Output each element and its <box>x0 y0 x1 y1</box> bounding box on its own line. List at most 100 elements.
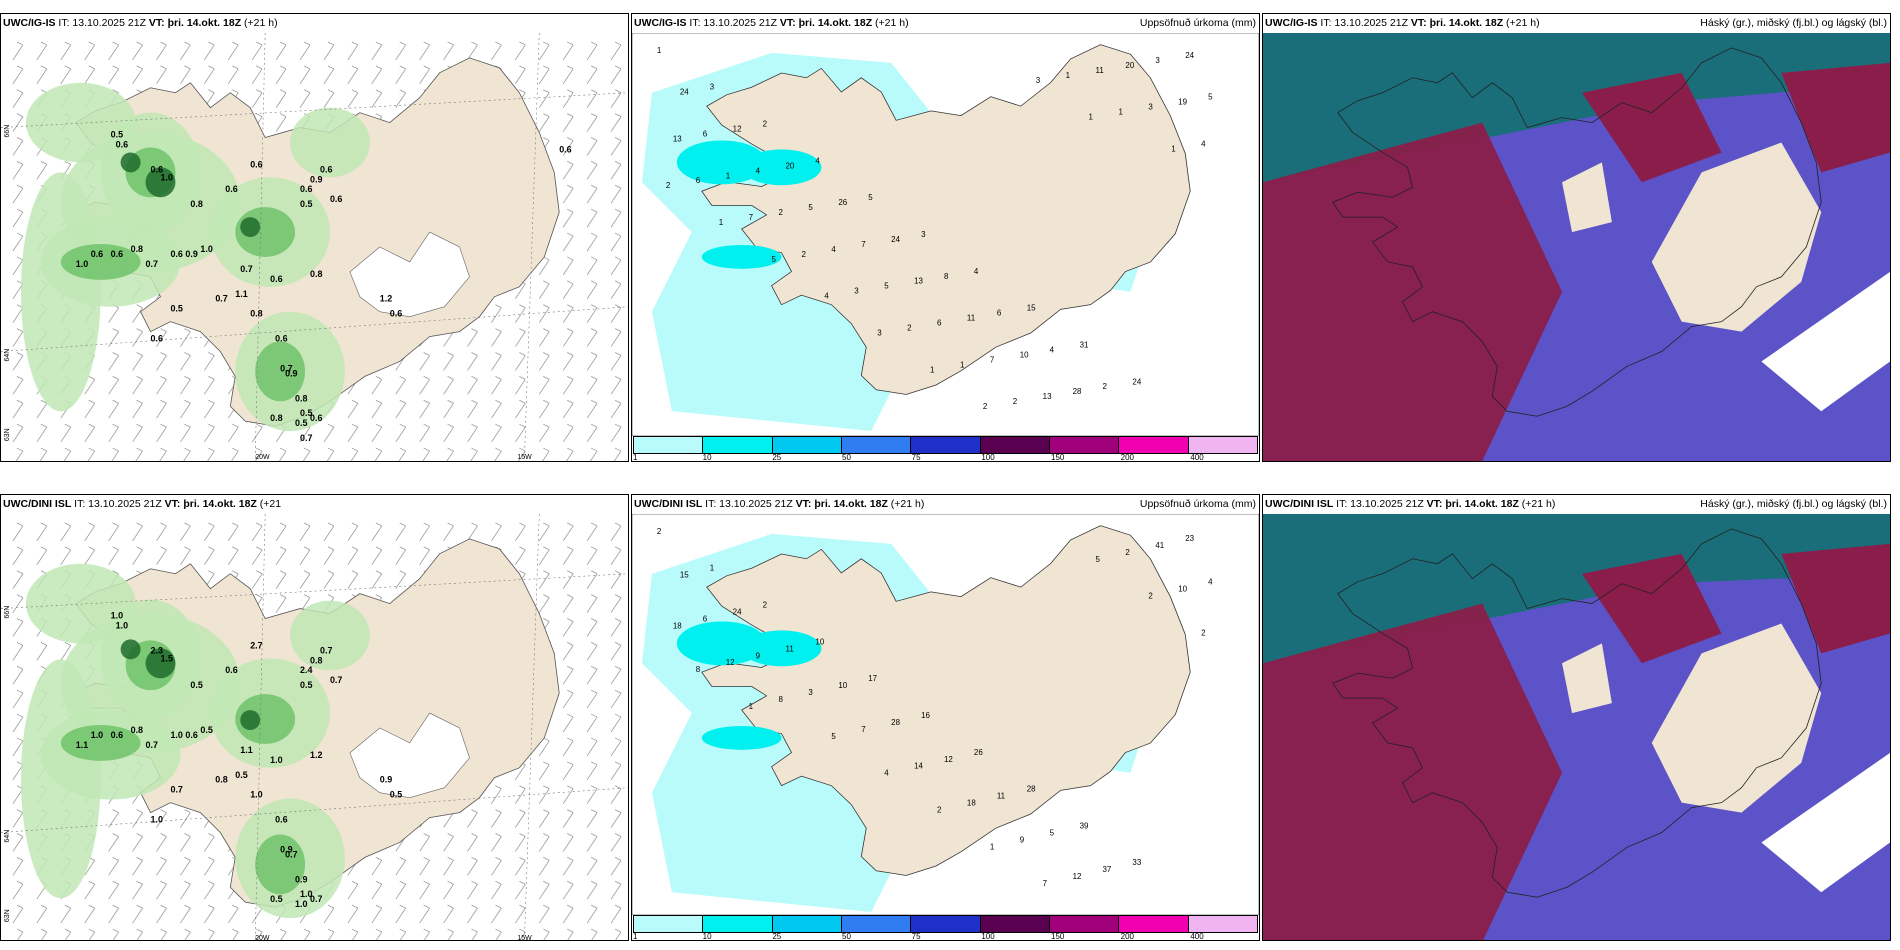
wind-barb <box>12 399 24 419</box>
wind-barb <box>467 880 478 900</box>
precip-value-label: 3 <box>1155 56 1160 65</box>
wind-barb <box>443 352 454 371</box>
precip-area <box>120 152 141 173</box>
wind-barb <box>586 208 598 228</box>
precip-value-label: 26 <box>838 198 847 207</box>
precip-value-label: 1 <box>930 365 935 374</box>
wind-value-label: 0.6 <box>111 730 123 740</box>
wind-barb <box>12 208 24 228</box>
wind-barb <box>515 833 526 852</box>
wind-barb <box>586 304 598 323</box>
iceland-outline <box>1332 47 1822 417</box>
wind-barb <box>610 41 622 61</box>
wind-value-label: 1.0 <box>295 899 307 909</box>
precip-cell <box>741 149 822 186</box>
precip-value-label: 19 <box>1178 98 1187 107</box>
wind-barb <box>422 447 430 461</box>
wind-barb <box>610 280 622 299</box>
wind-barb <box>538 522 550 542</box>
precip-value-label: 12 <box>1073 872 1082 881</box>
wind-barb <box>132 833 143 852</box>
wind-barb <box>180 880 191 900</box>
wind-barb <box>610 809 622 828</box>
wind-barb <box>180 833 191 852</box>
wind-barb <box>371 376 383 395</box>
precip-colorbar: 1 10 25 50 75 100 150 200 400 <box>632 915 1259 940</box>
wind-barb <box>251 65 263 84</box>
graticule-line <box>1 787 628 833</box>
precip-value-label: 2 <box>1102 382 1107 391</box>
wind-barb <box>467 423 478 443</box>
precip-map-svg-top: 1324534153124242412202624864235645713111… <box>632 33 1259 436</box>
colorbar-label: 150 <box>1051 932 1065 941</box>
wind-barb <box>419 41 430 61</box>
wind-barb <box>347 880 359 900</box>
precip-value-label: 1 <box>960 360 965 369</box>
colorbar-label: 100 <box>981 932 995 941</box>
wind-barb <box>610 232 622 252</box>
wind-barb <box>562 737 574 757</box>
wind-barb <box>88 928 96 940</box>
wind-barb <box>108 857 119 876</box>
wind-barb <box>610 352 622 371</box>
wind-barb <box>84 522 96 542</box>
wind-barb <box>515 880 526 900</box>
wind-barb <box>562 642 574 661</box>
precip-value-label: 2 <box>983 402 988 411</box>
wind-barb <box>204 833 215 852</box>
wind-barb <box>610 594 622 613</box>
precip-value-label: 16 <box>921 711 930 720</box>
wind-barb <box>156 352 167 371</box>
wind-barb <box>614 928 622 940</box>
cloud-panel-top: UWC/IG-IS IT: 13.10.2025 21Z VT: þri. 14… <box>1262 13 1891 462</box>
precip-area <box>20 172 101 412</box>
wind-barb <box>12 618 24 637</box>
wind-value-label: 1.1 <box>76 740 88 750</box>
precip-value-label: 15 <box>680 571 689 580</box>
wind-barb <box>132 522 143 542</box>
precip-value-label: 6 <box>703 129 708 138</box>
lat-label-63: 63N <box>4 428 11 441</box>
wind-barb <box>538 761 550 780</box>
wind-value-label: 1.1 <box>235 289 247 299</box>
wind-barb <box>132 423 143 443</box>
wind-value-label: 0.5 <box>390 790 402 800</box>
mid-cloud <box>1263 603 1563 940</box>
wind-barb <box>347 65 359 84</box>
wind-barb <box>180 857 191 876</box>
wind-barb <box>515 304 526 323</box>
wind-barb <box>491 857 502 876</box>
wind-barb <box>108 423 119 443</box>
graticule <box>1 514 628 940</box>
precip-value-label: 3 <box>1036 76 1041 85</box>
wind-barb <box>108 328 119 347</box>
wind-barb <box>562 570 574 589</box>
colorbar-label: 25 <box>772 453 782 462</box>
wind-value-label: 1.0 <box>300 889 312 899</box>
wind-barb <box>610 665 622 685</box>
precip-value-label: 4 <box>824 292 829 301</box>
wind-barb <box>562 232 574 252</box>
wind-barb <box>36 65 48 84</box>
wind-barb <box>371 546 383 565</box>
precip-value-label: 7 <box>990 355 995 364</box>
wind-barb <box>443 880 454 900</box>
wind-barb <box>87 447 96 461</box>
panel-header: UWC/IG-IS IT: 13.10.2025 21Z VT: þri. 14… <box>632 14 1259 33</box>
colorbar-label: 200 <box>1120 932 1135 941</box>
wind-barb <box>586 522 598 542</box>
precip-value-label: 41 <box>1155 541 1164 550</box>
precip-value-label: 7 <box>861 725 866 734</box>
precip-map: 1 3 2 4 5 3 4 15 31 24 24 24 12 20 26 24 8 6 4 2 3 5 6 4 5 7 13 11 1… <box>632 33 1259 436</box>
wind-barb <box>132 880 143 900</box>
panel-header: UWC/IG-IS IT: 13.10.2025 21Z VT: þri. 14… <box>1 14 628 33</box>
wind-barb <box>586 833 598 852</box>
precip-value-label: 13 <box>673 134 682 143</box>
wind-barb <box>538 546 550 565</box>
precip-map: 2 1 2 10 17 16 26 28 39 33 23 15 24 11 10 28 12 11 5 37 41 4 6… <box>632 514 1259 915</box>
wind-barb <box>180 328 191 347</box>
clear-sea <box>1761 271 1890 412</box>
wind-barb <box>40 928 48 940</box>
wind-barb <box>132 41 143 61</box>
wind-value-label: 0.6 <box>275 815 287 825</box>
